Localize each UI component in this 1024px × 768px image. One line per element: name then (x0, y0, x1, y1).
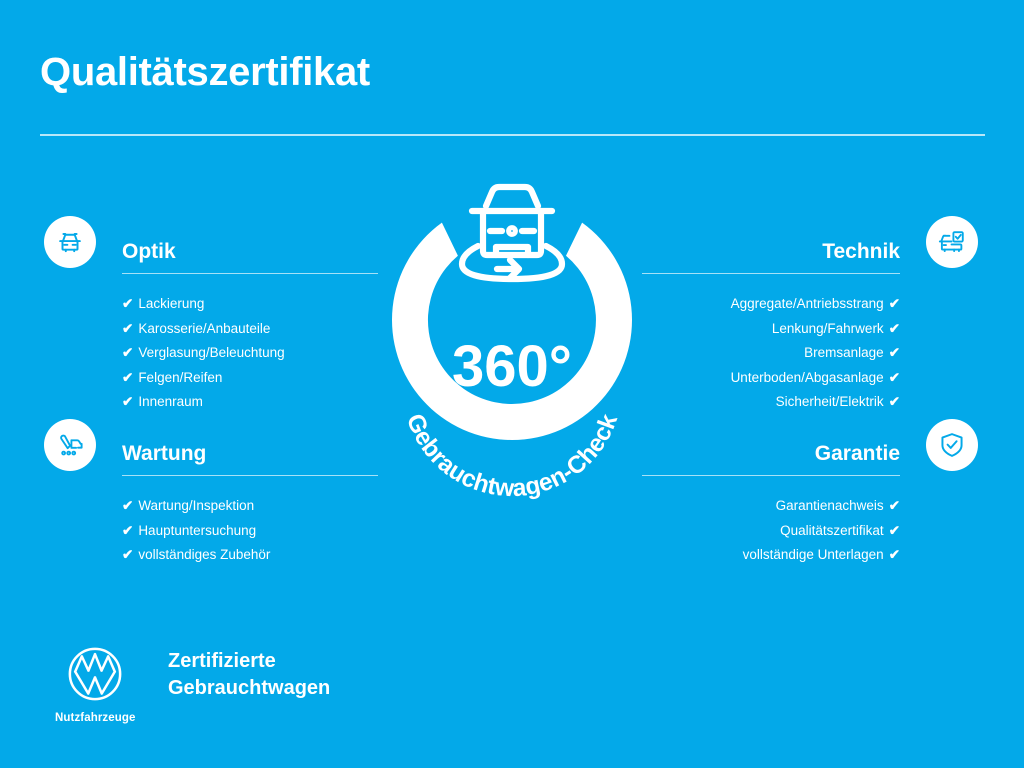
technik-checklist: Aggregate/Antriebsstrang ✔ Lenkung/Fahrwer… (642, 292, 900, 415)
degrees-label: 360° (452, 334, 572, 399)
checklist-item-label: vollständiges Zubehör (138, 547, 271, 562)
section-title: Wartung (122, 442, 207, 465)
check-icon: ✔ (888, 320, 900, 336)
checklist-item: ✔ Felgen/Reifen (122, 366, 378, 391)
checklist-item-label: Felgen/Reifen (138, 369, 223, 385)
rotation-arrow-icon (458, 242, 566, 283)
checklist-item: ✔ Verglasung/Beleuchtung (122, 341, 378, 366)
checklist-item-label: Bremsanlage (804, 345, 884, 360)
wrench-car-icon (55, 430, 85, 460)
garantie-icon-badge (926, 419, 978, 471)
checklist-item-label: Lenkung/Fahrwerk (771, 320, 884, 336)
garantie-heading: Garantie (642, 434, 900, 476)
section-divider (122, 475, 378, 476)
section-title: Technik (822, 240, 900, 263)
header-divider (40, 134, 985, 136)
check-icon: ✔ (122, 345, 134, 360)
wartung-heading: Wartung (122, 434, 378, 476)
checklist-item: Garantienachweis ✔ (642, 494, 900, 519)
checklist-item: vollständige Unterlagen ✔ (642, 543, 900, 568)
section-divider (642, 273, 900, 274)
technik-heading: Technik (642, 232, 900, 274)
section-wartung: Wartung ✔ Wartung/Inspektion ✔ Hauptuntersuc… (122, 434, 378, 568)
check-icon: ✔ (888, 345, 900, 360)
checklist-item: Aggregate/Antriebsstrang ✔ (642, 292, 900, 317)
optik-heading: Optik (122, 232, 378, 274)
check-icon: ✔ (888, 498, 900, 513)
check-icon: ✔ (122, 394, 134, 409)
checklist-item: Lenkung/Fahrwerk ✔ (642, 317, 900, 342)
footer-logo: Nutzfahrzeuge (55, 645, 135, 724)
checklist-item-label: Innenraum (138, 394, 203, 409)
car-rotate-icon (468, 183, 556, 259)
checklist-item: ✔ Lackierung (122, 292, 378, 317)
check-icon: ✔ (122, 498, 134, 513)
check-icon: ✔ (888, 369, 900, 385)
360-check-badge: 360° Gebrauchtwagen-Check (368, 180, 656, 500)
check-icon: ✔ (888, 547, 900, 562)
check-icon: ✔ (122, 369, 134, 385)
checklist-item-label: Garantienachweis (775, 498, 884, 513)
section-title: Optik (122, 240, 176, 263)
checklist-item-label: Sicherheit/Elektrik (775, 394, 884, 409)
shield-check-icon (937, 430, 967, 460)
garantie-checklist: Garantienachweis ✔ Qualitätszertifikat ✔ vol… (642, 494, 900, 568)
checklist-item: Unterboden/Abgasanlage ✔ (642, 366, 900, 391)
check-icon: ✔ (888, 296, 900, 311)
checklist-item-label: Wartung/Inspektion (138, 498, 255, 513)
technik-icon-badge (926, 216, 978, 268)
checklist-item: ✔ Wartung/Inspektion (122, 494, 378, 519)
checklist-item: ✔ Innenraum (122, 390, 378, 415)
section-garantie: Garantie Garantienachweis ✔ Qualitätszertif… (642, 434, 900, 568)
claim-line-2: Gebrauchtwagen (168, 677, 331, 699)
checklist-item-label: Hauptuntersuchung (138, 522, 257, 538)
optik-checklist: ✔ Lackierung ✔ Karosserie/Anbauteile ✔ Vergla… (122, 292, 378, 415)
checklist-item-label: Karosserie/Anbauteile (138, 320, 271, 336)
section-divider (642, 475, 900, 476)
section-optik: Optik ✔ Lackierung ✔ Karosserie/Anbauteile ✔ V… (122, 232, 378, 415)
checklist-item-label: vollständige Unterlagen (742, 547, 884, 562)
check-icon: ✔ (122, 296, 134, 311)
section-divider (122, 273, 378, 274)
car-checklist-icon (937, 227, 967, 257)
check-icon: ✔ (122, 320, 134, 336)
checklist-item-label: Qualitätszertifikat (780, 522, 884, 538)
volkswagen-logo (55, 645, 135, 708)
check-icon: ✔ (122, 522, 134, 538)
page-title: Qualitätszertifikat (40, 50, 370, 94)
claim-line-1: Zertifizierte (168, 650, 276, 672)
wartung-icon-badge (44, 419, 96, 471)
wartung-checklist: ✔ Wartung/Inspektion ✔ Hauptuntersuchung ✔ vo… (122, 494, 378, 568)
checklist-item-label: Unterboden/Abgasanlage (730, 369, 884, 385)
optik-icon-badge (44, 216, 96, 268)
checklist-item: ✔ vollständiges Zubehör (122, 543, 378, 568)
check-icon: ✔ (122, 547, 134, 562)
checklist-item: Sicherheit/Elektrik ✔ (642, 390, 900, 415)
checklist-item: ✔ Hauptuntersuchung (122, 519, 378, 544)
check-icon: ✔ (888, 522, 900, 538)
footer-claim: Zertifizierte Gebrauchtwagen (168, 648, 330, 702)
checklist-item: Bremsanlage ✔ (642, 341, 900, 366)
logo-subtitle: Nutzfahrzeuge (55, 712, 136, 724)
checklist-item: ✔ Karosserie/Anbauteile (122, 317, 378, 342)
checklist-item-label: Lackierung (138, 296, 205, 311)
checklist-item-label: Aggregate/Antriebsstrang (730, 296, 884, 311)
section-title: Garantie (814, 442, 900, 465)
check-icon: ✔ (888, 394, 900, 409)
car-front-icon (55, 227, 85, 257)
checklist-item: Qualitätszertifikat ✔ (642, 519, 900, 544)
ring-graphic (392, 222, 632, 440)
checklist-item-label: Verglasung/Beleuchtung (138, 345, 285, 360)
section-technik: Technik Aggregate/Antriebsstrang ✔ Lenkung/… (642, 232, 900, 415)
